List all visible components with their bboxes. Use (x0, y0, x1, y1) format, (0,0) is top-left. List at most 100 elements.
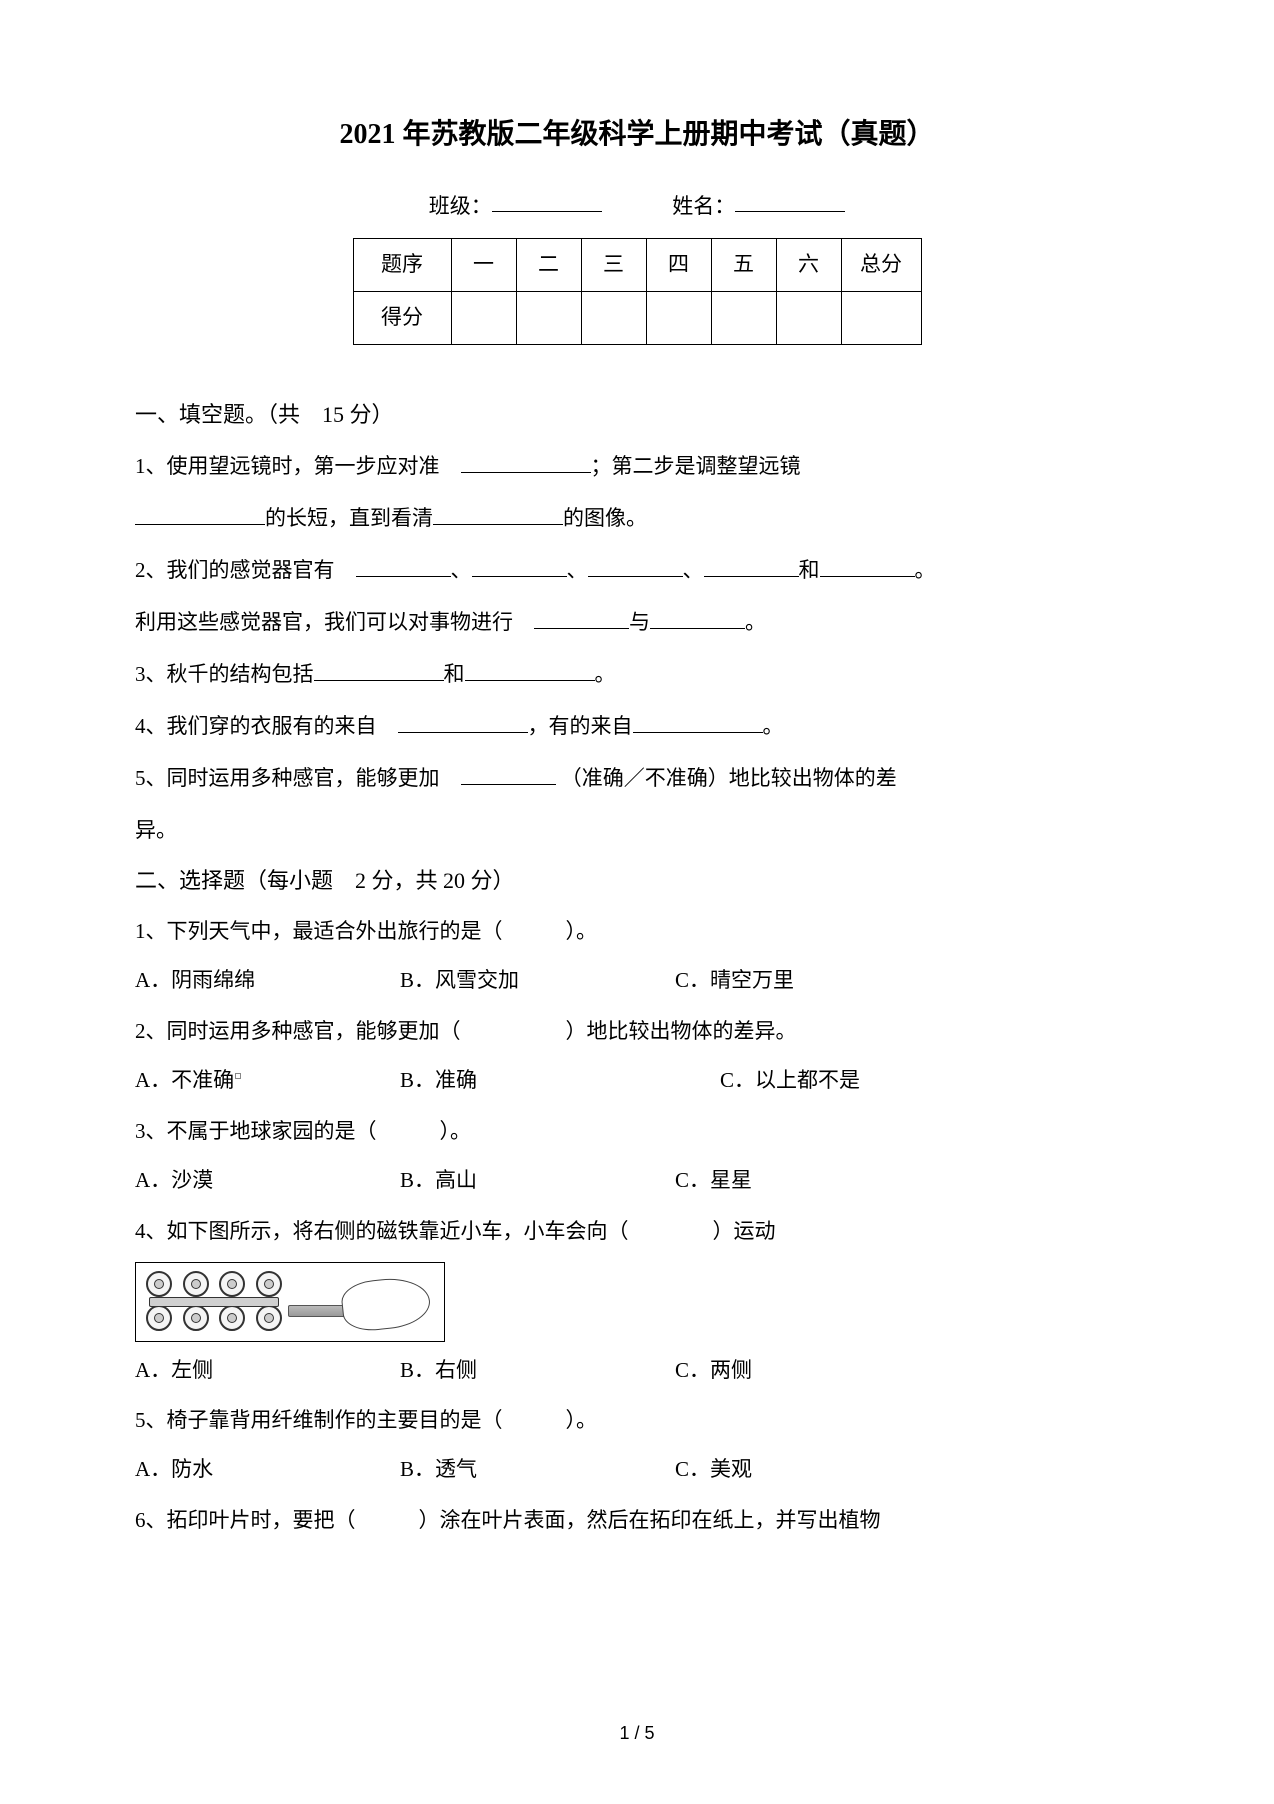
option-b: B．右侧 (400, 1352, 675, 1390)
option-a: A．阴雨绵绵 (135, 962, 400, 1000)
blank (465, 655, 595, 680)
text: 的图像。 (563, 506, 647, 530)
s2-q2-options: A．不准确 B．准确 C．以上都不是 (135, 1062, 1139, 1100)
wheel-icon (183, 1271, 209, 1297)
blank (633, 707, 763, 732)
cell (841, 292, 921, 345)
cell: 六 (776, 239, 841, 292)
blank (704, 551, 799, 576)
option-a: A．防水 (135, 1451, 400, 1489)
page-title: 2021 年苏教版二年级科学上册期中考试（真题） (135, 110, 1139, 160)
class-name-line: 班级： 姓名： (135, 188, 1139, 226)
s1-q5: 5、同时运用多种感官，能够更加 （准确／不准确）地比较出物体的差 (135, 757, 1139, 799)
page-number: 1 / 5 (0, 1717, 1274, 1749)
text: 、 (567, 558, 588, 582)
text: 1、使用望远镜时，第一步应对准 (135, 454, 461, 478)
text: 3、秋千的结构包括 (135, 662, 314, 686)
name-blank (735, 186, 845, 211)
option-c: C．以上都不是 (720, 1062, 1139, 1100)
s1-q3: 3、秋千的结构包括 和 。 (135, 653, 1139, 695)
cell: 一 (451, 239, 516, 292)
s1-q2-line2: 利用这些感觉器官，我们可以对事物进行 与。 (135, 601, 1139, 643)
s1-q5-line2: 异。 (135, 809, 1139, 851)
s2-q4-options: A．左侧 B．右侧 C．两侧 (135, 1352, 1139, 1390)
q4-figure (135, 1262, 445, 1342)
cell: 四 (646, 239, 711, 292)
section2-header: 二、选择题（每小题 2 分，共 20 分） (135, 861, 1139, 901)
cell (581, 292, 646, 345)
text: （准确／不准确）地比较出物体的差 (561, 766, 897, 790)
option-a: A．沙漠 (135, 1162, 400, 1200)
hand-magnet-icon (292, 1271, 432, 1333)
wheel-icon (183, 1305, 209, 1331)
text: 的长短，直到看清 (265, 506, 433, 530)
option-c: C．星星 (675, 1162, 1139, 1200)
option-c: C．晴空万里 (675, 962, 1139, 1000)
class-blank (492, 186, 602, 211)
cell: 二 (516, 239, 581, 292)
blank (135, 499, 265, 524)
s2-q6: 6、拓印叶片时，要把（ ）涂在叶片表面，然后在拓印在纸上，并写出植物 (135, 1499, 1139, 1541)
score-table: 题序 一 二 三 四 五 六 总分 得分 (353, 238, 922, 345)
s2-q1: 1、下列天气中，最适合外出旅行的是（ ）。 (135, 910, 1139, 952)
class-label: 班级： (429, 195, 492, 219)
blank (820, 551, 915, 576)
cell-label: 题序 (353, 239, 451, 292)
s2-q3-options: A．沙漠 B．高山 C．星星 (135, 1162, 1139, 1200)
option-a: A．左侧 (135, 1352, 400, 1390)
wheel-icon (146, 1305, 172, 1331)
blank (650, 603, 745, 628)
cell: 总分 (841, 239, 921, 292)
blank (588, 551, 683, 576)
option-b: B．透气 (400, 1451, 675, 1489)
cell (711, 292, 776, 345)
blank (461, 447, 591, 472)
text: 5、同时运用多种感官，能够更加 (135, 766, 461, 790)
cell (776, 292, 841, 345)
option-b: B．高山 (400, 1162, 675, 1200)
s1-q2: 2、我们的感觉器官有 、 、 、 和 。 (135, 549, 1139, 591)
blank (314, 655, 444, 680)
option-a: A．不准确 (135, 1062, 400, 1100)
text: 。 (915, 558, 936, 582)
text: 利用这些感觉器官，我们可以对事物进行 (135, 610, 534, 634)
text: 2、我们的感觉器官有 (135, 558, 356, 582)
text: ；第二步是调整望远镜 (591, 454, 801, 478)
text: 、 (683, 558, 704, 582)
wheel-icon (256, 1271, 282, 1297)
option-b: B．风雪交加 (400, 962, 675, 1000)
cell (516, 292, 581, 345)
blank (433, 499, 563, 524)
option-b: B．准确 (400, 1062, 720, 1100)
hand-icon (340, 1274, 433, 1333)
table-row: 得分 (353, 292, 921, 345)
s2-q3: 3、不属于地球家园的是（ ）。 (135, 1110, 1139, 1152)
footnote-icon (235, 1073, 241, 1079)
option-c: C．美观 (675, 1451, 1139, 1489)
wheel-icon (256, 1305, 282, 1331)
table-row: 题序 一 二 三 四 五 六 总分 (353, 239, 921, 292)
text: 异。 (135, 818, 177, 842)
text: ，有的来自 (528, 714, 633, 738)
car-icon (144, 1273, 284, 1331)
cell (451, 292, 516, 345)
option-c: C．两侧 (675, 1352, 1139, 1390)
text: 。 (595, 662, 616, 686)
s2-q1-options: A．阴雨绵绵 B．风雪交加 C．晴空万里 (135, 962, 1139, 1000)
s1-q4: 4、我们穿的衣服有的来自 ，有的来自。 (135, 705, 1139, 747)
s2-q5: 5、椅子靠背用纤维制作的主要目的是（ ）。 (135, 1399, 1139, 1441)
s2-q5-options: A．防水 B．透气 C．美观 (135, 1451, 1139, 1489)
wheel-icon (219, 1271, 245, 1297)
text: 、 (451, 558, 472, 582)
blank (534, 603, 629, 628)
text: 和 (799, 558, 820, 582)
cell: 五 (711, 239, 776, 292)
text: 和 (444, 662, 465, 686)
text: 4、我们穿的衣服有的来自 (135, 714, 398, 738)
blank (356, 551, 451, 576)
section1-header: 一、填空题。（共 15 分） (135, 395, 1139, 435)
blank (461, 759, 556, 784)
car-body-icon (149, 1297, 279, 1307)
wheel-icon (219, 1305, 245, 1331)
s1-q1-line2: 的长短，直到看清 的图像。 (135, 497, 1139, 539)
